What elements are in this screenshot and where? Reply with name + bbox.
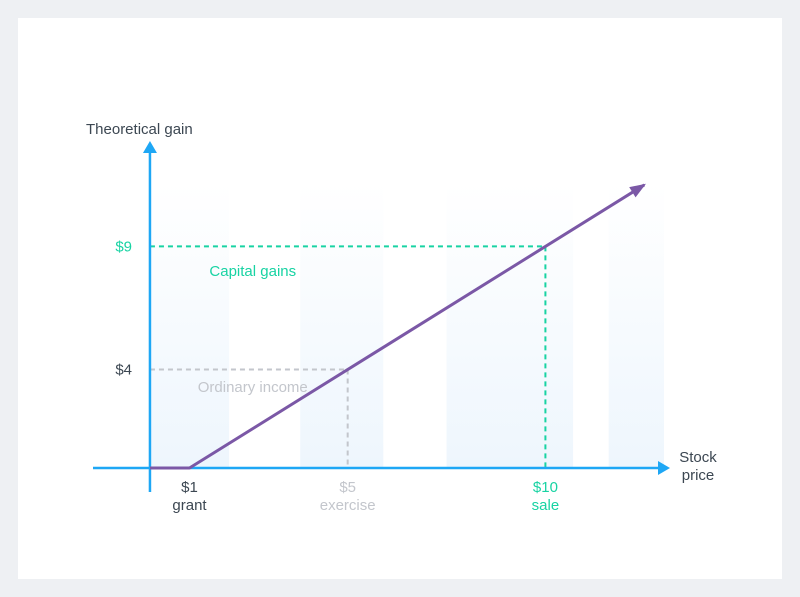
payoff-line-arrowhead: [629, 183, 646, 198]
y-tick-label: $9: [115, 238, 132, 255]
series-layer: [149, 183, 646, 470]
x-axis-title-line: price: [682, 467, 715, 484]
x-tick-label: $1: [181, 479, 198, 496]
x-tick-label: $5: [339, 479, 356, 496]
annotation-label: Capital gains: [209, 263, 296, 280]
y-tick-label: $4: [115, 362, 132, 379]
y-axis-title: Theoretical gain: [86, 121, 193, 138]
x-tick-label: grant: [172, 497, 207, 514]
background-band: [149, 183, 230, 468]
annotation-label: Ordinary income: [198, 379, 308, 396]
x-axis-arrowhead: [658, 461, 670, 475]
background-bands: [149, 183, 664, 468]
reference-lines: [149, 245, 547, 468]
x-tick-label: exercise: [320, 497, 376, 514]
x-tick-label: sale: [532, 497, 560, 514]
background-band: [608, 183, 664, 468]
chart-card: Theoretical gain Stock price $4 $9 $1 grant $5 e…: [18, 18, 782, 579]
y-axis-arrowhead: [142, 141, 157, 153]
background-band: [300, 183, 384, 468]
background-band: [446, 183, 574, 468]
x-axis-title-line: Stock: [679, 449, 717, 466]
x-tick-label: $10: [533, 479, 558, 496]
